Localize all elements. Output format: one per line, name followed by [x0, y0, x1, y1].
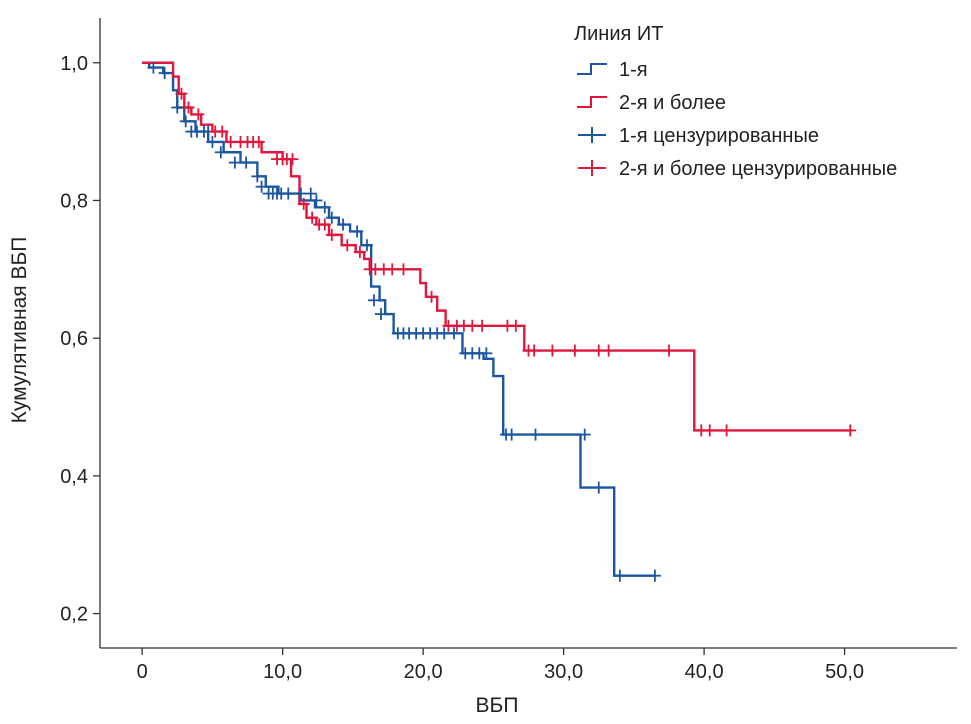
censor-mark-1	[337, 218, 350, 231]
censor-mark-1	[251, 170, 264, 183]
legend-items: 1-я 2-я и более 1-я цензурированные 2-я и б…	[577, 59, 897, 180]
legend: Линия ИТ 1-я 2-я и более 1-я цензурированн…	[574, 23, 897, 180]
censor-mark-1	[578, 428, 591, 441]
censor-mark-2	[216, 125, 229, 138]
censor-mark-2	[662, 344, 675, 357]
censor-mark-1	[255, 180, 268, 193]
y-axis-title: Кумулятивная ВБП	[8, 237, 31, 424]
x-axis-title: ВБП	[476, 694, 519, 717]
legend-label: 1-я	[619, 59, 648, 81]
censor-mark-1	[206, 135, 219, 148]
censor-mark-1	[613, 569, 626, 582]
x-tick-label: 50,0	[825, 661, 864, 683]
censor-mark-2	[318, 218, 331, 231]
x-tick-label: 10,0	[263, 661, 302, 683]
x-tick-label: 20,0	[404, 661, 443, 683]
censor-mark-2	[353, 246, 366, 259]
legend-item-2: 2-я и более	[577, 92, 726, 114]
censor-mark-2	[703, 424, 716, 437]
censor-mark-2	[476, 319, 489, 332]
legend-step-symbol	[577, 96, 607, 108]
censor-mark-2	[425, 290, 438, 303]
censor-mark-2	[252, 135, 265, 148]
censor-mark-2	[602, 344, 615, 357]
censor-mark-1	[448, 327, 461, 340]
censor-mark-1	[325, 211, 338, 224]
censor-mark-2	[175, 87, 188, 100]
censor-mark-1	[304, 187, 317, 200]
censor-mark-1	[179, 115, 192, 128]
censor-mark-1	[360, 239, 373, 252]
censor-mark-1	[505, 428, 518, 441]
y-axis: 0,2 0,4 0,6 0,8 1,0	[60, 18, 101, 648]
censor-mark-1	[367, 294, 380, 307]
censor-mark-1	[592, 481, 605, 494]
censor-mark-2	[509, 319, 522, 332]
x-tick-label: 40,0	[685, 661, 724, 683]
censor-mark-1	[282, 187, 295, 200]
y-tick-label: 0,8	[60, 190, 88, 212]
censor-mark-1	[214, 146, 227, 159]
x-axis: 0 10,0 20,0 30,0 40,0 50,0	[100, 647, 957, 683]
censor-mark-2	[325, 228, 338, 241]
censor-mark-2	[297, 197, 310, 210]
censor-mark-1	[158, 67, 171, 80]
censor-mark-1	[310, 194, 323, 207]
censor-mark-1	[351, 225, 364, 238]
legend-label: 2-я и более	[619, 92, 726, 114]
censor-mark-1	[648, 569, 661, 582]
censor-mark-2	[844, 424, 857, 437]
y-tick-label: 0,6	[60, 328, 88, 350]
censor-mark-2	[397, 263, 410, 276]
censor-mark-1	[529, 428, 542, 441]
legend-title: Линия ИТ	[574, 23, 664, 45]
censor-mark-2	[286, 153, 299, 166]
censor-marks-layer	[147, 61, 857, 582]
y-tick-label: 0,2	[60, 604, 88, 626]
censor-mark-2	[528, 344, 541, 357]
censor-mark-1	[374, 308, 387, 321]
legend-item-3: 1-я цензурированные	[578, 125, 819, 147]
legend-item-4: 2-я и более цензурированные	[578, 158, 897, 180]
censor-mark-1	[147, 61, 160, 74]
censor-mark-2	[720, 424, 733, 437]
series-line-1	[142, 61, 655, 577]
censor-mark-2	[182, 101, 195, 114]
legend-label: 2-я и более цензурированные	[619, 158, 897, 180]
legend-step-symbol	[577, 63, 607, 75]
censor-mark-1	[240, 156, 253, 169]
legend-item-1: 1-я	[577, 59, 648, 81]
censor-mark-1	[480, 347, 493, 360]
censor-mark-2	[192, 108, 205, 121]
censor-mark-1	[318, 201, 331, 214]
x-tick-label: 0	[137, 661, 148, 683]
legend-label: 1-я цензурированные	[619, 125, 819, 147]
x-tick-label: 30,0	[544, 661, 583, 683]
y-tick-label: 0,4	[60, 466, 88, 488]
censor-mark-2	[306, 211, 319, 224]
censor-mark-2	[568, 344, 581, 357]
censor-mark-2	[386, 263, 399, 276]
censor-mark-2	[341, 239, 354, 252]
censor-mark-1	[228, 156, 241, 169]
censor-mark-2	[546, 344, 559, 357]
censor-mark-1	[171, 101, 184, 114]
y-tick-label: 1,0	[60, 53, 88, 75]
